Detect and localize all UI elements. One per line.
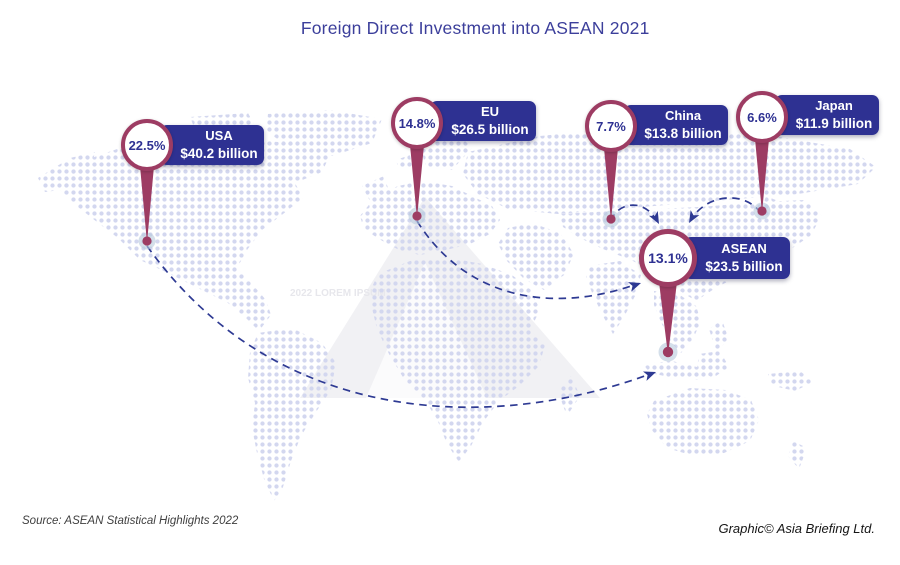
eu-arrowhead-icon	[628, 282, 641, 292]
eu-percent: 14.8%	[398, 115, 436, 131]
china-value: $13.8 billion	[644, 125, 722, 141]
usa-percent-pin: 22.5%	[121, 119, 173, 171]
asean-percent: 13.1%	[648, 250, 688, 266]
continents-dot-pattern	[38, 110, 876, 501]
asean-value: $23.5 billion	[705, 258, 783, 274]
eu-location-dot	[412, 211, 422, 221]
japan-percent: 6.6%	[747, 109, 777, 125]
asean-label-box: ASEAN $23.5 billion	[684, 237, 790, 279]
eu-name: EU	[480, 103, 500, 119]
asean-percent-pin: 13.1%	[639, 229, 697, 287]
usa-percent: 22.5%	[128, 137, 166, 153]
eu-value: $26.5 billion	[451, 121, 529, 137]
asean-name: ASEAN	[721, 240, 767, 256]
japan-value: $11.9 billion	[795, 115, 873, 131]
japan-to-asean-arrow	[690, 197, 762, 221]
china-name: China	[664, 107, 702, 123]
usa-arrowhead-icon	[643, 371, 656, 381]
eu-to-asean-arrow	[416, 220, 635, 300]
china-pin-needle	[604, 148, 618, 221]
credit-note: Graphic© Asia Briefing Ltd.	[718, 521, 875, 536]
japan-name: Japan	[815, 97, 853, 113]
china-arrowhead-icon	[648, 211, 659, 224]
usa-label-box: USA $40.2 billion	[160, 125, 264, 165]
asean-pin-needle	[659, 282, 677, 355]
usa-value: $40.2 billion	[180, 145, 258, 161]
usa-location-dot	[142, 236, 152, 246]
page-title: Foreign Direct Investment into ASEAN 202…	[300, 18, 650, 38]
japan-label-box: Japan $11.9 billion	[775, 95, 879, 135]
china-percent: 7.7%	[596, 118, 626, 134]
usa-pin-needle	[140, 166, 154, 243]
china-label-box: China $13.8 billion	[624, 105, 728, 145]
china-location-dot	[606, 214, 616, 224]
source-note: Source: ASEAN Statistical Highlights 202…	[22, 515, 239, 527]
japan-pin-needle	[755, 139, 769, 213]
japan-percent-pin: 6.6%	[736, 91, 788, 143]
eu-label-box: EU $26.5 billion	[430, 101, 536, 141]
eu-percent-pin: 14.8%	[391, 97, 443, 149]
watermark-text: 2022 LOREM IPSUM	[290, 288, 386, 299]
usa-name: USA	[205, 127, 233, 143]
china-percent-pin: 7.7%	[585, 100, 637, 152]
eu-pin-needle	[410, 145, 424, 218]
asean-location-dot	[662, 346, 674, 358]
japan-location-dot	[757, 206, 767, 216]
japan-arrowhead-icon	[689, 210, 700, 223]
